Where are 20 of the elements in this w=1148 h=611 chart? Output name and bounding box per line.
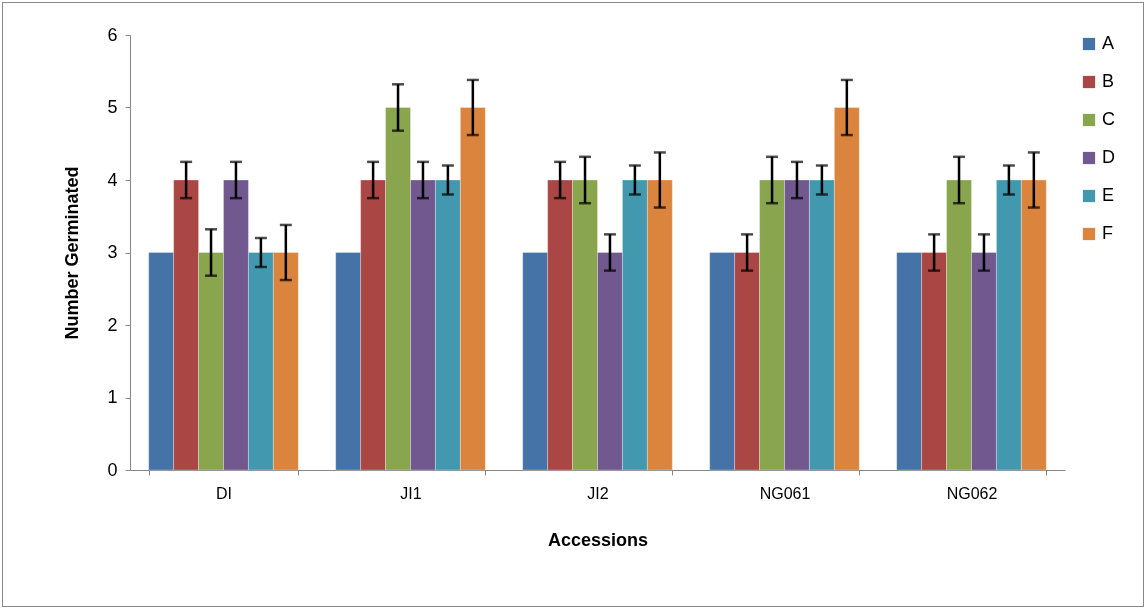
x-tick-label: JI1 [400, 484, 422, 502]
x-axis-title: Accessions [547, 529, 649, 550]
legend-label: A [1102, 33, 1115, 53]
y-tick-label: 0 [107, 459, 118, 480]
y-tick-label: 6 [107, 24, 118, 45]
legend-label: B [1102, 71, 1115, 91]
y-tick-label: 4 [107, 169, 118, 190]
y-tick-label: 1 [107, 387, 118, 407]
y-tick-label: 3 [107, 242, 118, 262]
x-tick-label: DI [216, 484, 232, 502]
y-axis-title: Number Germinated [62, 166, 83, 340]
legend-label: F [1102, 223, 1113, 243]
legend-label: C [1102, 109, 1115, 129]
y-tick-label: 2 [107, 314, 118, 335]
x-tick-label: NG061 [759, 484, 811, 502]
legend-label: E [1102, 185, 1115, 205]
x-tick-label: NG062 [946, 484, 998, 502]
legend-label: D [1102, 147, 1115, 167]
x-tick-label: JI2 [587, 484, 609, 502]
y-tick-label: 5 [107, 97, 118, 117]
